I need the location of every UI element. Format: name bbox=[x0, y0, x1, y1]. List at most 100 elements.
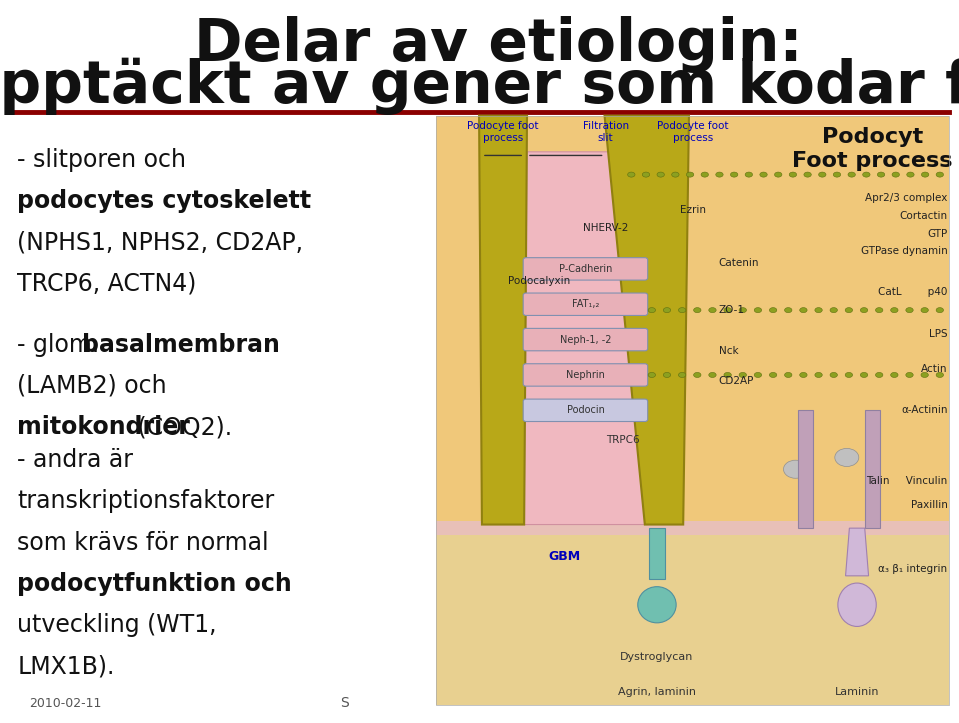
Ellipse shape bbox=[648, 307, 656, 312]
Polygon shape bbox=[525, 152, 644, 525]
Ellipse shape bbox=[638, 586, 676, 623]
Text: (NPHS1, NPHS2, CD2AP,: (NPHS1, NPHS2, CD2AP, bbox=[17, 231, 303, 254]
Polygon shape bbox=[480, 116, 527, 525]
Ellipse shape bbox=[877, 172, 885, 177]
Text: - glom.: - glom. bbox=[17, 333, 107, 356]
Ellipse shape bbox=[800, 372, 807, 377]
Text: podocytfunktion och: podocytfunktion och bbox=[17, 572, 292, 596]
Text: podocytes cytoskelett: podocytes cytoskelett bbox=[17, 189, 312, 213]
Text: transkriptionsfaktorer: transkriptionsfaktorer bbox=[17, 489, 274, 513]
FancyBboxPatch shape bbox=[524, 364, 647, 386]
Text: LMX1B).: LMX1B). bbox=[17, 654, 115, 678]
Ellipse shape bbox=[775, 172, 782, 177]
FancyBboxPatch shape bbox=[524, 399, 647, 422]
Text: α₃ β₁ integrin: α₃ β₁ integrin bbox=[878, 565, 947, 574]
Ellipse shape bbox=[819, 172, 826, 177]
Ellipse shape bbox=[709, 307, 716, 312]
Text: utveckling (WT1,: utveckling (WT1, bbox=[17, 613, 217, 637]
Ellipse shape bbox=[921, 307, 928, 312]
Text: (LAMB2) och: (LAMB2) och bbox=[17, 374, 167, 398]
Ellipse shape bbox=[745, 172, 753, 177]
Ellipse shape bbox=[860, 372, 868, 377]
Ellipse shape bbox=[830, 372, 837, 377]
Ellipse shape bbox=[815, 372, 822, 377]
Ellipse shape bbox=[922, 172, 929, 177]
Ellipse shape bbox=[784, 372, 792, 377]
FancyBboxPatch shape bbox=[524, 257, 647, 280]
Text: GBM: GBM bbox=[549, 549, 580, 562]
Ellipse shape bbox=[724, 307, 732, 312]
Text: - andra är: - andra är bbox=[17, 448, 133, 472]
FancyBboxPatch shape bbox=[524, 328, 647, 351]
Text: FAT₁,₂: FAT₁,₂ bbox=[572, 299, 599, 309]
Ellipse shape bbox=[936, 372, 944, 377]
Ellipse shape bbox=[833, 172, 841, 177]
FancyBboxPatch shape bbox=[524, 293, 647, 315]
Text: Delar av etiologin:: Delar av etiologin: bbox=[195, 16, 803, 73]
Ellipse shape bbox=[784, 307, 792, 312]
Ellipse shape bbox=[936, 172, 944, 177]
Ellipse shape bbox=[687, 172, 693, 177]
Ellipse shape bbox=[860, 307, 868, 312]
Ellipse shape bbox=[784, 460, 807, 479]
Text: upptäckt av gener som kodar för: upptäckt av gener som kodar för bbox=[0, 58, 959, 115]
Text: Cortactin: Cortactin bbox=[900, 211, 947, 221]
Text: Talin     Vinculin: Talin Vinculin bbox=[866, 476, 947, 486]
Ellipse shape bbox=[876, 307, 883, 312]
Ellipse shape bbox=[845, 307, 853, 312]
Ellipse shape bbox=[906, 372, 913, 377]
FancyBboxPatch shape bbox=[436, 528, 949, 705]
Ellipse shape bbox=[760, 172, 767, 177]
Ellipse shape bbox=[907, 172, 914, 177]
Ellipse shape bbox=[891, 372, 898, 377]
Ellipse shape bbox=[693, 372, 701, 377]
Text: 2010-02-11: 2010-02-11 bbox=[29, 697, 101, 710]
FancyBboxPatch shape bbox=[436, 116, 949, 705]
Text: TRPC6: TRPC6 bbox=[606, 435, 640, 445]
Ellipse shape bbox=[906, 307, 913, 312]
Text: Podocyt
Foot process: Podocyt Foot process bbox=[792, 127, 953, 171]
Polygon shape bbox=[649, 528, 665, 579]
Text: Podocyte foot
process: Podocyte foot process bbox=[657, 121, 729, 143]
Ellipse shape bbox=[648, 372, 656, 377]
Ellipse shape bbox=[627, 172, 635, 177]
Ellipse shape bbox=[715, 172, 723, 177]
Text: Nephrin: Nephrin bbox=[566, 370, 605, 380]
Ellipse shape bbox=[804, 172, 811, 177]
Ellipse shape bbox=[838, 583, 877, 626]
Text: CD2AP: CD2AP bbox=[718, 376, 754, 386]
Text: basalmembran: basalmembran bbox=[82, 333, 280, 356]
Polygon shape bbox=[846, 528, 869, 576]
Ellipse shape bbox=[789, 172, 797, 177]
Ellipse shape bbox=[834, 448, 859, 466]
Ellipse shape bbox=[830, 307, 837, 312]
Text: GTPase dynamin: GTPase dynamin bbox=[861, 247, 947, 256]
Text: GTP: GTP bbox=[927, 228, 947, 239]
Ellipse shape bbox=[701, 172, 709, 177]
Ellipse shape bbox=[921, 372, 928, 377]
Text: S: S bbox=[340, 696, 349, 710]
Ellipse shape bbox=[863, 172, 870, 177]
Text: Apr2/3 complex: Apr2/3 complex bbox=[865, 193, 947, 203]
Text: Agrin, laminin: Agrin, laminin bbox=[618, 688, 696, 697]
Text: Nck: Nck bbox=[718, 346, 738, 356]
Ellipse shape bbox=[936, 307, 944, 312]
Ellipse shape bbox=[754, 372, 761, 377]
Text: CatL        p40: CatL p40 bbox=[878, 288, 947, 297]
Ellipse shape bbox=[709, 372, 716, 377]
Ellipse shape bbox=[739, 372, 746, 377]
Text: NHERV-2: NHERV-2 bbox=[583, 223, 628, 233]
Text: P-Cadherin: P-Cadherin bbox=[559, 264, 612, 274]
Ellipse shape bbox=[769, 372, 777, 377]
Ellipse shape bbox=[800, 307, 807, 312]
Text: (COQ2).: (COQ2). bbox=[130, 415, 232, 439]
Text: Paxillin: Paxillin bbox=[911, 500, 947, 510]
Ellipse shape bbox=[657, 172, 665, 177]
Text: Filtration
slit: Filtration slit bbox=[583, 121, 629, 143]
Ellipse shape bbox=[678, 307, 686, 312]
Ellipse shape bbox=[671, 172, 679, 177]
Text: Neph-1, -2: Neph-1, -2 bbox=[560, 335, 611, 345]
Ellipse shape bbox=[664, 372, 670, 377]
Ellipse shape bbox=[678, 372, 686, 377]
Text: Podocyte foot
process: Podocyte foot process bbox=[467, 121, 539, 143]
